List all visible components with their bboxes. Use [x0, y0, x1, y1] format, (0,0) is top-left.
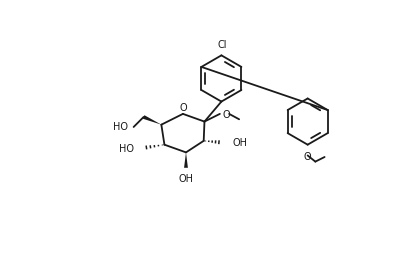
Text: O: O	[304, 152, 312, 162]
Text: Cl: Cl	[218, 40, 227, 50]
Text: OH: OH	[178, 174, 194, 184]
Text: HO: HO	[118, 144, 134, 154]
Polygon shape	[184, 152, 188, 168]
Polygon shape	[143, 115, 161, 125]
Text: HO: HO	[113, 122, 128, 132]
Text: O: O	[223, 110, 231, 120]
Text: OH: OH	[233, 138, 248, 148]
Text: O: O	[179, 103, 187, 113]
